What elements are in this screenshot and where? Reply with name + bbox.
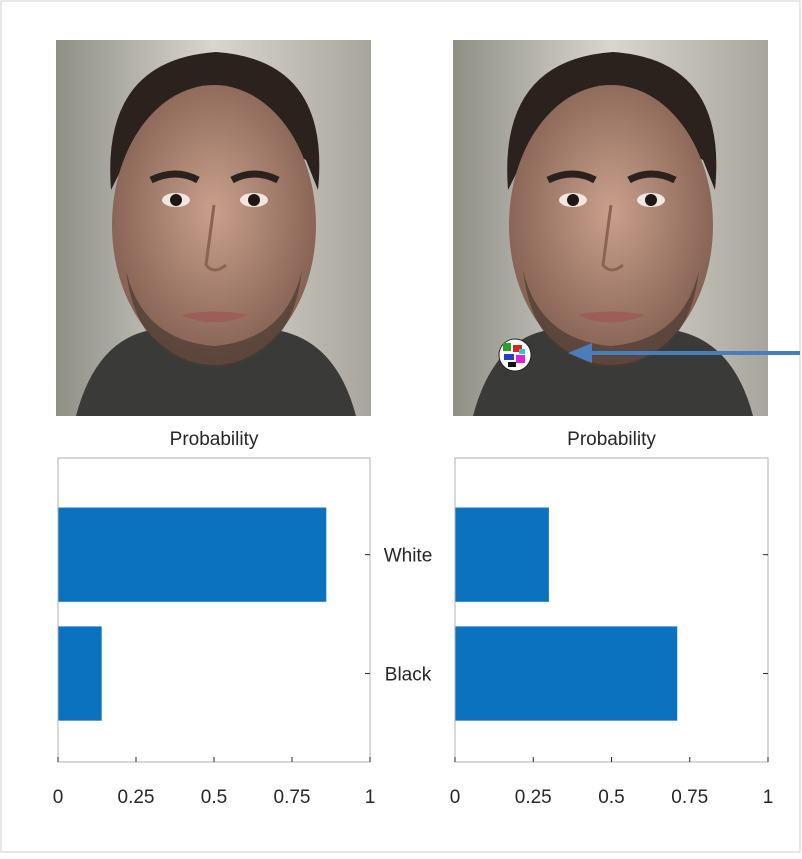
x-tick-label: 1 [365,787,376,808]
x-tick-label: 0 [53,787,64,808]
x-tick-label: 0.25 [118,787,155,808]
figure: 0 0.25 0.5 0.75 1 Probability 0 0.25 0.5 0.75 1 Pro… [0,0,802,854]
photo-original [56,40,371,416]
x-tick-label: 0.25 [515,787,552,808]
x-tick-label: 0 [450,787,461,808]
category-label: Black [385,665,432,686]
x-tick-label: 0.5 [201,787,227,808]
category-label: White [384,546,433,567]
chart-title: Probability [567,429,656,450]
bar [58,508,326,602]
adversarial-patch [499,339,531,371]
x-tick-label: 0.75 [274,787,311,808]
bar [455,508,549,602]
x-tick-label: 0.5 [598,787,624,808]
x-tick-label: 0.75 [671,787,708,808]
axes-box [58,458,370,762]
bar [58,626,102,720]
x-tick-label: 1 [763,787,774,808]
chart-title: Probability [170,429,259,450]
bar [455,626,677,720]
